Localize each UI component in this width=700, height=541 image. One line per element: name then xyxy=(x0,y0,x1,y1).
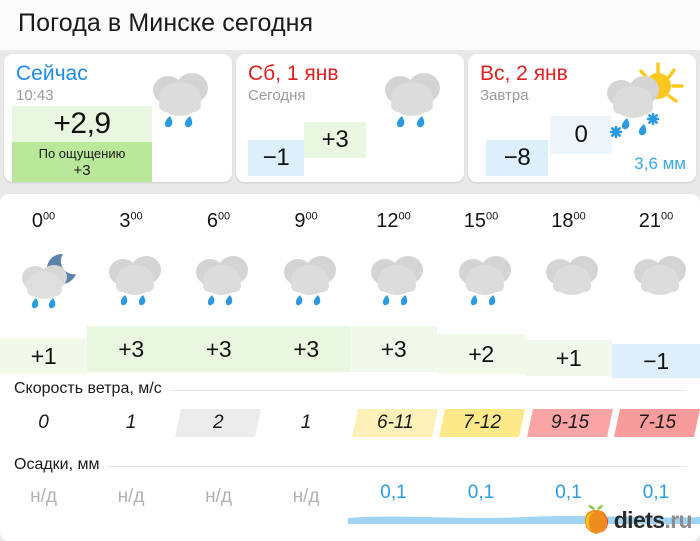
precipitation-value-2: н/д xyxy=(205,486,232,507)
apple-logo-icon xyxy=(584,505,608,534)
cloud-rain-icon xyxy=(437,250,525,317)
hour-label-1: 300 xyxy=(119,210,143,232)
wind-value-1: 1 xyxy=(125,412,137,433)
precipitation-value-3: н/д xyxy=(292,486,320,507)
card-now-temp-box: +2,9 xyxy=(12,106,152,142)
cloud-rain-icon xyxy=(146,68,216,139)
wind-value-6: 9-15 xyxy=(527,409,613,437)
card-tomorrow-head: Вс, 2 янв Завтра xyxy=(480,62,568,105)
precipitation-section-rule xyxy=(14,466,686,467)
cloud-rain-icon xyxy=(175,250,262,317)
summary-cards: Сейчас 10:43 +2,9 По ощущению +3 xyxy=(0,54,700,188)
card-tomorrow-precipitation: 3,6 мм xyxy=(634,154,686,173)
precipitation-value-1: н/д xyxy=(117,486,145,507)
card-tomorrow-temp-max: 0 xyxy=(550,116,612,154)
cloud-rain-icon xyxy=(350,250,437,317)
cloud-rain-icon xyxy=(262,250,350,317)
hourly-temp-3: +3 xyxy=(262,326,350,372)
hourly-panel: 000 300 600 900 1200 1500 1800 2100 xyxy=(0,194,700,541)
card-now-head: Сейчас 10:43 xyxy=(16,62,88,105)
card-now[interactable]: Сейчас 10:43 +2,9 По ощущению +3 xyxy=(4,54,232,182)
cloud-rain-icon xyxy=(378,68,448,139)
title-bar: Погода в Минске сегодня xyxy=(0,0,700,50)
hour-label-6: 1800 xyxy=(551,210,586,232)
hour-label-0: 000 xyxy=(31,210,56,232)
hour-label-3: 900 xyxy=(294,210,318,232)
card-now-title: Сейчас xyxy=(16,62,88,85)
hourly-temp-6: +1 xyxy=(525,340,612,376)
card-today[interactable]: Сб, 1 янв Сегодня −1 +3 xyxy=(236,54,464,182)
card-today-subtitle: Сегодня xyxy=(248,87,306,104)
card-now-feels-value: +3 xyxy=(73,162,91,179)
wind-value-4: 6-11 xyxy=(352,409,438,437)
wind-value-2: 2 xyxy=(175,409,261,437)
precipitation-section-title: Осадки, мм xyxy=(14,456,108,474)
card-now-feels-label: По ощущению xyxy=(38,146,126,161)
precipitation-value-7: 0,1 xyxy=(642,482,670,503)
card-tomorrow-title: Вс, 2 янв xyxy=(480,62,568,85)
wind-value-0: 0 xyxy=(38,412,49,433)
watermark: diets.ru xyxy=(580,503,693,537)
cloud-icon xyxy=(525,250,612,317)
wind-value-7: 7-15 xyxy=(614,409,700,437)
hourly-temp-4: +3 xyxy=(350,326,437,372)
card-today-head: Сб, 1 янв Сегодня xyxy=(248,62,339,105)
hourly-temp-2: +3 xyxy=(175,326,262,372)
page-title: Погода в Минске сегодня xyxy=(18,9,314,37)
wind-value-3: 1 xyxy=(300,412,312,433)
card-tomorrow-temp-min: −8 xyxy=(486,140,548,176)
hourly-temperature-strip: +1 +3 +3 +3 +3 +2 +1 −1 xyxy=(0,326,700,378)
card-today-title: Сб, 1 янв xyxy=(248,62,339,85)
card-now-time: 10:43 xyxy=(16,87,54,104)
precipitation-value-4: 0,1 xyxy=(380,482,407,503)
hour-label-5: 1500 xyxy=(463,210,499,232)
moon-cloud-rain-icon xyxy=(0,250,87,317)
hourly-temp-7: −1 xyxy=(612,344,700,378)
watermark-text: diets.ru xyxy=(613,506,693,533)
precipitation-value-0: н/д xyxy=(30,486,57,507)
hourly-temp-0: +1 xyxy=(0,338,87,374)
sun-cloud-rain-snow-icon xyxy=(600,62,686,151)
card-tomorrow-subtitle: Завтра xyxy=(480,87,529,104)
card-now-temp: +2,9 xyxy=(53,107,111,140)
card-today-temp-min: −1 xyxy=(248,140,304,176)
hour-label-2: 600 xyxy=(206,210,231,232)
hourly-temp-1: +3 xyxy=(87,326,175,372)
wind-section-rule xyxy=(14,390,686,391)
hour-label-7: 2100 xyxy=(638,210,674,232)
precipitation-wave xyxy=(348,516,700,524)
precipitation-value-6: 0,1 xyxy=(555,482,582,503)
card-tomorrow[interactable]: Вс, 2 янв Завтра −8 0 3,6 мм xyxy=(468,54,696,182)
cloud-rain-icon xyxy=(87,250,175,317)
precipitation-value-5: 0,1 xyxy=(467,482,495,503)
wind-section-title: Скорость ветра, м/с xyxy=(14,380,170,398)
card-today-temp-max: +3 xyxy=(304,122,366,158)
hourly-temp-5: +2 xyxy=(437,334,525,374)
card-now-feels-box: По ощущению +3 xyxy=(12,142,152,182)
wind-value-5: 7-12 xyxy=(439,409,525,437)
hour-label-4: 1200 xyxy=(376,210,411,232)
cloud-icon xyxy=(612,250,700,317)
